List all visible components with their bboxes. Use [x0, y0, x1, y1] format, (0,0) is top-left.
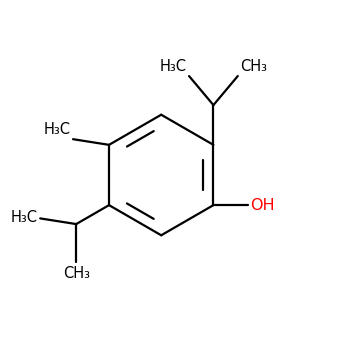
Text: H₃C: H₃C	[10, 210, 37, 225]
Text: H₃C: H₃C	[43, 122, 70, 138]
Text: OH: OH	[250, 198, 274, 213]
Text: CH₃: CH₃	[63, 266, 90, 281]
Text: H₃C: H₃C	[159, 60, 186, 74]
Text: CH₃: CH₃	[240, 60, 267, 74]
